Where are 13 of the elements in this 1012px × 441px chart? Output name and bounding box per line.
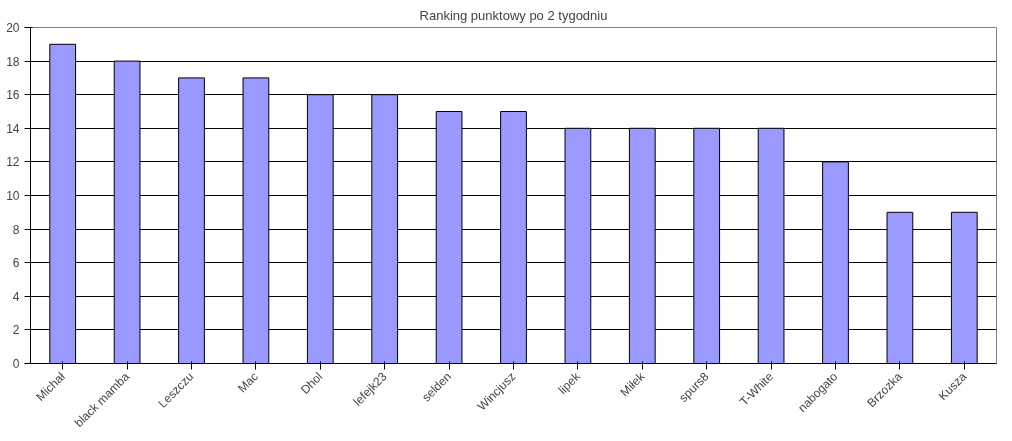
y-tick-label: 12 <box>6 155 20 170</box>
y-tick-label: 10 <box>6 189 20 203</box>
x-tick-label: Mac <box>234 369 261 396</box>
y-tick-label: 20 <box>6 21 20 35</box>
y-tick-label: 6 <box>12 256 20 271</box>
y-tick-label: 2 <box>12 323 20 338</box>
chart-title: Ranking punktowy po 2 tygodniu <box>419 7 608 23</box>
y-tick-label: 14 <box>6 121 20 136</box>
y-tick-label: 18 <box>6 54 20 69</box>
y-tick-label: 16 <box>6 88 20 103</box>
y-tick-label: 4 <box>12 289 20 304</box>
y-tick-label: 8 <box>12 222 20 237</box>
y-tick-label: 0 <box>12 357 20 371</box>
